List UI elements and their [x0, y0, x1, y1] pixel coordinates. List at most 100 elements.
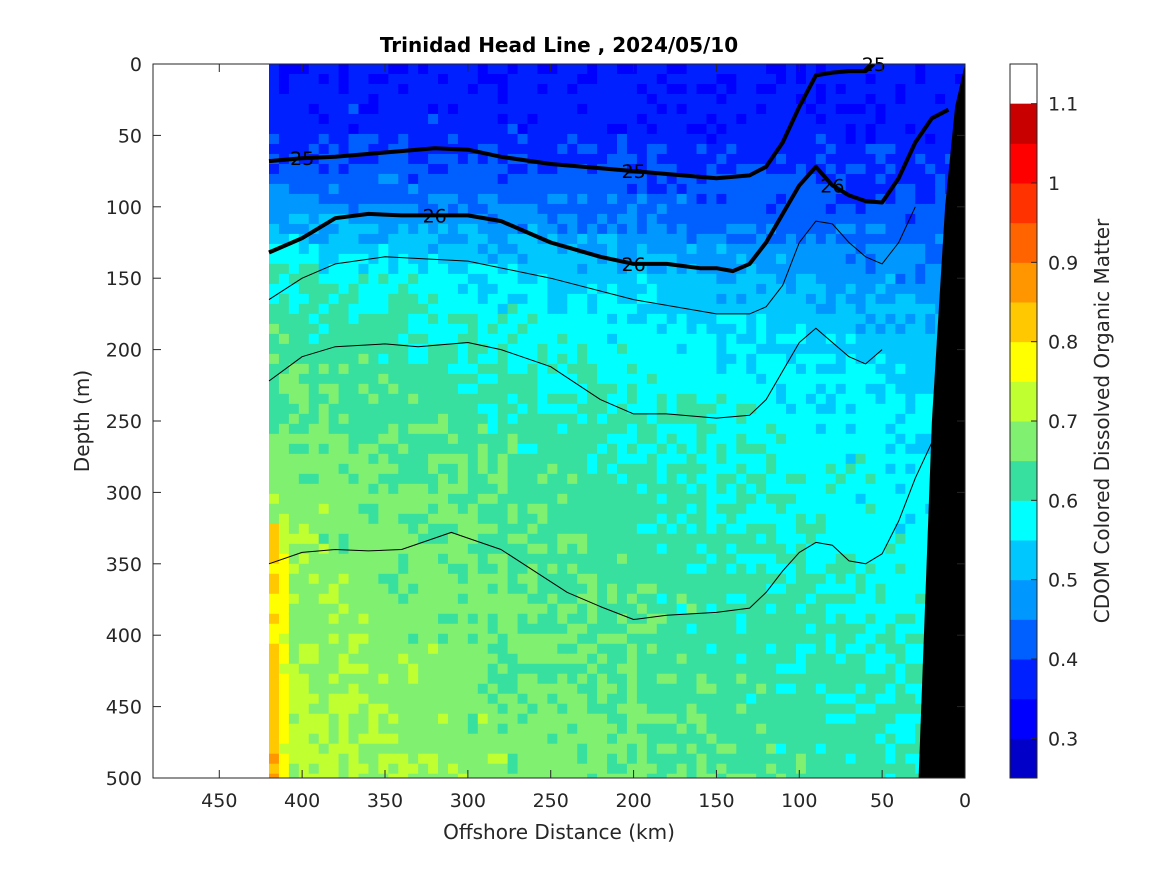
field-cell — [875, 243, 887, 255]
field-cell — [646, 193, 658, 205]
field-cell — [875, 423, 887, 435]
field-cell — [497, 453, 509, 465]
field-cell — [636, 523, 648, 535]
field-cell — [915, 163, 926, 175]
field-cell — [706, 113, 718, 125]
field-cell — [457, 83, 469, 95]
field-cell — [607, 633, 618, 645]
field-cell — [756, 453, 767, 465]
field-cell — [617, 453, 628, 465]
field-cell — [815, 74, 827, 85]
field-cell — [835, 643, 847, 655]
field-cell — [368, 533, 379, 545]
field-cell — [348, 473, 360, 485]
field-cell — [865, 683, 877, 695]
field-cell — [686, 223, 698, 235]
field-cell — [378, 613, 389, 625]
field-cell — [597, 653, 608, 665]
field-cell — [875, 123, 887, 135]
field-cell — [617, 253, 628, 265]
field-cell — [428, 183, 439, 195]
field-cell — [726, 123, 737, 135]
field-cell — [388, 323, 399, 335]
field-cell — [845, 313, 857, 325]
field-cell — [358, 473, 370, 485]
field-cell — [567, 463, 578, 475]
field-cell — [845, 653, 857, 665]
field-cell — [617, 593, 628, 605]
field-cell — [805, 64, 817, 75]
field-cell — [298, 393, 310, 405]
field-cell — [547, 753, 558, 765]
field-cell — [348, 653, 360, 665]
field-cell — [487, 393, 499, 405]
field-cell — [686, 283, 698, 295]
field-cell — [786, 343, 797, 355]
field-cell — [328, 513, 340, 525]
field-cell — [567, 163, 578, 175]
field-cell — [925, 93, 936, 105]
field-cell — [855, 393, 867, 405]
field-cell — [666, 263, 678, 275]
field-cell — [438, 633, 449, 645]
field-cell — [338, 533, 350, 545]
field-cell — [447, 483, 459, 495]
field-cell — [905, 223, 916, 235]
field-cell — [418, 183, 429, 195]
field-cell — [706, 383, 718, 395]
field-cell — [467, 183, 479, 195]
field-cell — [795, 143, 807, 155]
field-cell — [269, 213, 280, 225]
field-cell — [885, 453, 896, 465]
field-cell — [686, 213, 698, 225]
field-cell — [716, 633, 727, 645]
field-cell — [776, 563, 787, 575]
field-cell — [656, 423, 668, 435]
field-cell — [766, 633, 777, 645]
field-cell — [676, 433, 688, 445]
field-cell — [676, 773, 688, 778]
field-cell — [298, 483, 310, 495]
field-cell — [925, 143, 936, 155]
field-cell — [825, 433, 837, 445]
field-cell — [308, 273, 320, 285]
field-cell — [666, 533, 678, 545]
field-cell — [557, 563, 568, 575]
field-cell — [507, 263, 519, 275]
field-cell — [895, 223, 906, 235]
field-cell — [776, 133, 787, 145]
field-cell — [676, 513, 688, 525]
field-cell — [438, 103, 449, 115]
field-cell — [298, 773, 310, 778]
field-cell — [666, 133, 678, 145]
field-cell — [567, 683, 578, 695]
field-cell — [746, 693, 757, 705]
field-cell — [368, 623, 379, 635]
field-cell — [497, 343, 509, 355]
field-cell — [457, 333, 469, 345]
field-cell — [666, 223, 678, 235]
field-cell — [636, 413, 648, 425]
field-cell — [428, 753, 439, 765]
field-cell — [885, 163, 896, 175]
field-cell — [885, 463, 896, 475]
field-cell — [358, 433, 370, 445]
field-cell — [318, 743, 330, 755]
field-cell — [617, 343, 628, 355]
field-cell — [418, 74, 429, 85]
field-cell — [269, 673, 280, 685]
field-cell — [348, 443, 360, 455]
field-cell — [786, 263, 797, 275]
field-cell — [855, 103, 867, 115]
field-cell — [388, 273, 399, 285]
field-cell — [756, 123, 767, 135]
field-cell — [358, 663, 370, 675]
field-cell — [845, 703, 857, 715]
field-cell — [487, 513, 499, 525]
field-cell — [537, 113, 548, 125]
field-cell — [825, 213, 837, 225]
field-cell — [348, 663, 360, 675]
field-cell — [865, 313, 877, 325]
field-cell — [457, 483, 469, 495]
field-cell — [288, 433, 300, 445]
